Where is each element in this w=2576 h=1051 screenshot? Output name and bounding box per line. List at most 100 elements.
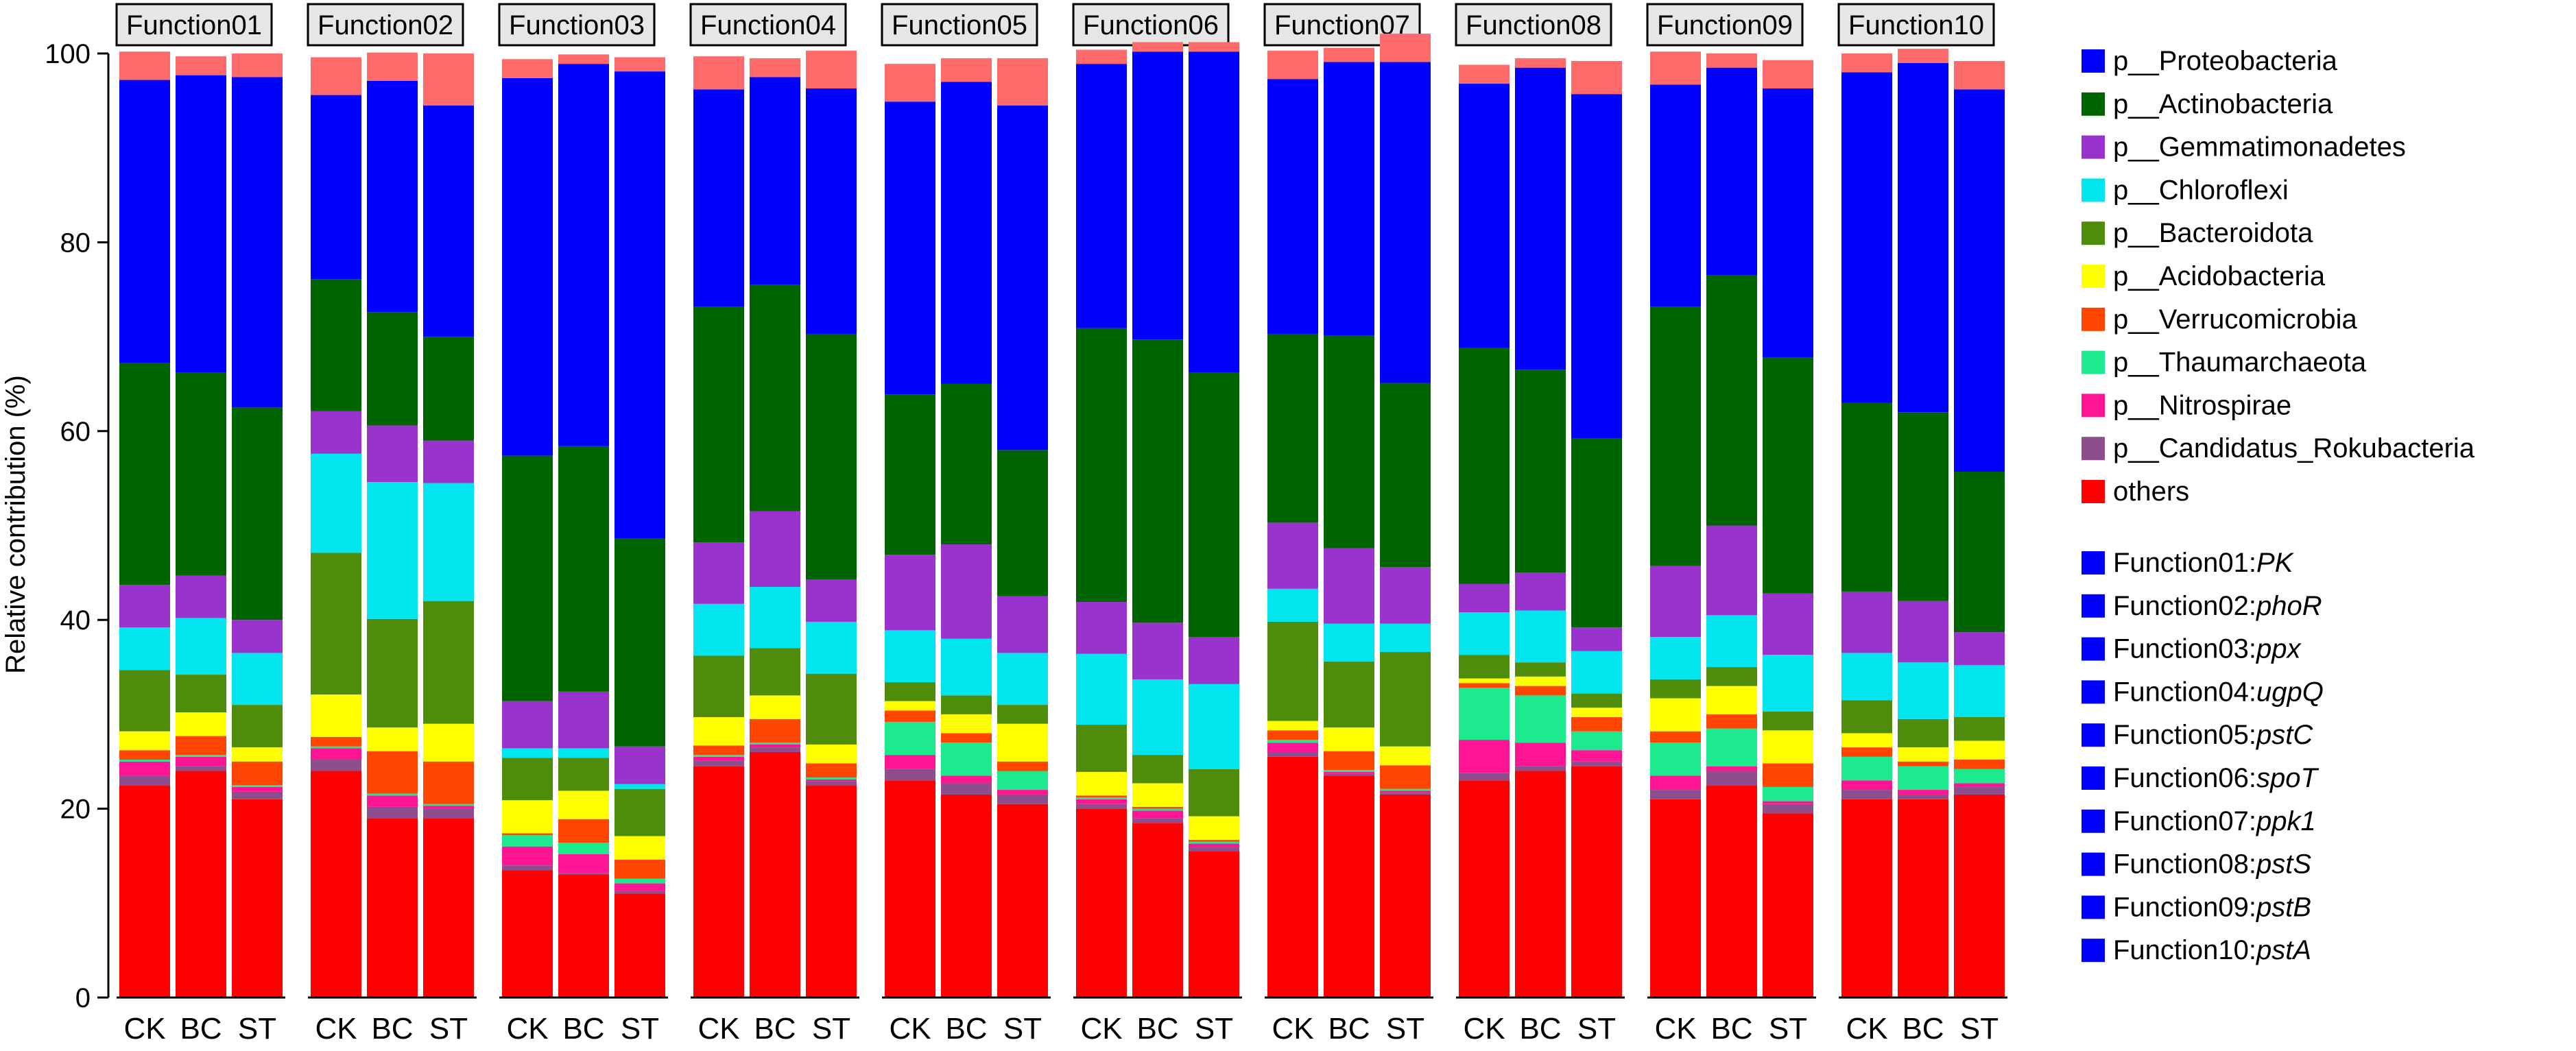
bar-segment-ck <box>693 760 744 766</box>
bar-segment-st <box>1571 761 1622 766</box>
x-tick-label-st: ST <box>1577 1012 1616 1046</box>
bar-segment-bc <box>558 748 609 758</box>
x-tick-label-ck: CK <box>1654 1012 1696 1046</box>
bar-segment-ck <box>1076 328 1127 603</box>
bar-segment-st <box>232 407 283 620</box>
bar-segment-ck <box>693 766 744 998</box>
panel-header-label: Function05 <box>892 10 1027 40</box>
bar-segment-bc <box>1706 728 1757 766</box>
panel-header-label: Function08 <box>1466 10 1601 40</box>
bar-segment-st <box>997 58 1048 106</box>
bar-segment-ck <box>311 57 361 95</box>
bar-segment-bc <box>1324 770 1374 772</box>
x-tick-label-bc: BC <box>1519 1012 1561 1046</box>
bar-segment-ck <box>693 306 744 543</box>
bar-segment-bc <box>558 758 609 791</box>
bar-segment-st <box>615 57 665 72</box>
bar-segment-bc <box>367 312 418 426</box>
bar-segment-bc <box>1515 370 1566 573</box>
bar-segment-ck <box>885 721 935 756</box>
x-tick-label-st: ST <box>1960 1012 1999 1046</box>
legend-taxon-label: others <box>2113 476 2189 507</box>
bar-segment-ck <box>1076 653 1127 725</box>
bar-segment-ck <box>1650 799 1701 998</box>
bar-segment-ck <box>119 585 170 628</box>
bar-segment-bc <box>176 712 226 736</box>
bar-segment-st <box>1380 34 1431 62</box>
y-tick-label-20: 20 <box>60 795 91 825</box>
bar-segment-ck <box>693 745 744 756</box>
bar-segment-ck <box>1650 731 1701 743</box>
bar-segment-st <box>1380 746 1431 766</box>
legend-swatch <box>2082 394 2105 418</box>
bar-segment-ck <box>1267 333 1318 523</box>
bar-segment-st <box>423 818 474 998</box>
bar-segment-ck <box>885 701 935 711</box>
bar-segment-bc <box>1324 775 1374 998</box>
bar-segment-st <box>1954 769 2005 784</box>
y-axis-label: Relative contribution (%) <box>1 375 31 674</box>
panel-function08: Function08 CK BC ST <box>1455 3 1625 1046</box>
bar-segment-bc <box>1706 714 1757 729</box>
legend-function-label: Function10:pstA <box>2113 935 2311 965</box>
bar-segment-ck <box>119 775 170 786</box>
panel-header-label: Function04 <box>700 10 836 40</box>
bar-segment-bc <box>558 854 609 873</box>
panel-header-label: Function06 <box>1083 10 1219 40</box>
bar-segment-bc <box>941 794 992 998</box>
bar-segment-st <box>232 799 283 998</box>
bar-segment-st <box>615 538 665 747</box>
y-tick-label-40: 40 <box>60 605 91 636</box>
bar-segment-ck <box>119 785 170 998</box>
x-tick-label-ck: CK <box>506 1012 548 1046</box>
x-tick-label-st: ST <box>238 1012 276 1046</box>
bar-segment-ck <box>311 759 361 771</box>
x-tick-label-ck: CK <box>123 1012 165 1046</box>
bar-segment-bc <box>558 843 609 854</box>
x-tick-label-st: ST <box>1769 1012 1807 1046</box>
bar-segment-ck <box>1459 740 1510 773</box>
bar-segment-st <box>1763 804 1813 814</box>
bar-segment-ck <box>885 682 935 701</box>
bar-segment-bc <box>1706 785 1757 998</box>
panel-header-label: Function02 <box>318 10 453 40</box>
bar-segment-bc <box>750 58 800 77</box>
bar-segment-bc <box>1898 601 1948 663</box>
bar-segment-st <box>1380 793 1431 795</box>
bar-segment-st <box>1763 593 1813 655</box>
bar-segment-bc <box>367 52 418 81</box>
bar-segment-bc <box>1898 790 1948 795</box>
bar-segment-bc <box>941 58 992 82</box>
bar-segment-st <box>232 786 283 792</box>
bar-segment-bc <box>750 648 800 696</box>
bar-segment-st <box>1380 383 1431 568</box>
bar-segment-ck <box>311 553 361 694</box>
bar-segment-st <box>1571 94 1622 439</box>
bar-segment-bc <box>176 755 226 757</box>
bar-segment-bc <box>1324 62 1374 336</box>
bar-segment-ck <box>311 279 361 411</box>
bar-segment-bc <box>558 790 609 819</box>
bar-segment-bc <box>1132 755 1183 784</box>
bar-segment-st <box>806 763 857 778</box>
bar-segment-st <box>1954 740 2005 760</box>
bar-segment-st <box>423 601 474 724</box>
bar-segment-ck <box>885 710 935 722</box>
bar-segment-ck <box>1841 402 1892 592</box>
bar-segment-st <box>1380 794 1431 998</box>
bar-segment-st <box>997 653 1048 705</box>
bar-segment-bc <box>1898 62 1948 413</box>
bar-segment-ck <box>1841 653 1892 701</box>
legend-function-swatch <box>2082 809 2105 833</box>
bar-segment-ck <box>693 756 744 761</box>
panel-header-label: Function03 <box>509 10 645 40</box>
bar-segment-ck <box>502 870 553 998</box>
bar-segment-st <box>806 579 857 622</box>
bar-segment-ck <box>885 555 935 631</box>
legend-function-swatch <box>2082 852 2105 876</box>
bar-segment-bc <box>176 756 226 766</box>
bar-segment-st <box>1189 51 1239 373</box>
bar-segment-ck <box>502 455 553 701</box>
